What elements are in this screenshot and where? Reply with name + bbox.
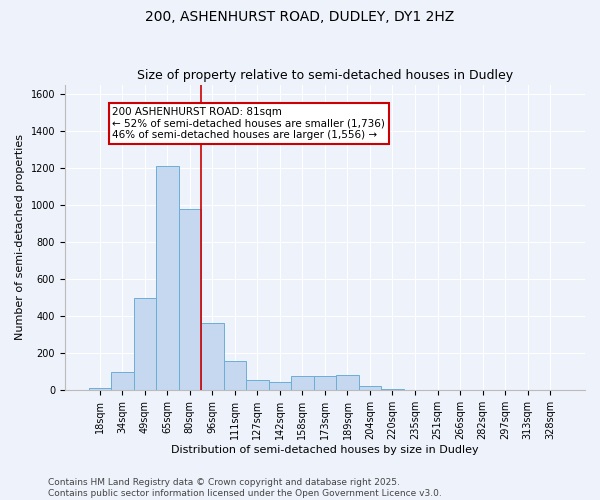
Bar: [179, 208, 201, 390]
Bar: [291, 376, 314, 390]
Bar: [111, 372, 134, 390]
Text: Contains HM Land Registry data © Crown copyright and database right 2025.
Contai: Contains HM Land Registry data © Crown c…: [48, 478, 442, 498]
Bar: [269, 382, 291, 390]
Bar: [134, 298, 156, 390]
Bar: [89, 388, 111, 390]
Bar: [246, 380, 269, 390]
Bar: [314, 376, 336, 390]
Bar: [381, 389, 404, 390]
Text: 200 ASHENHURST ROAD: 81sqm
← 52% of semi-detached houses are smaller (1,736)
46%: 200 ASHENHURST ROAD: 81sqm ← 52% of semi…: [112, 107, 385, 140]
Text: 200, ASHENHURST ROAD, DUDLEY, DY1 2HZ: 200, ASHENHURST ROAD, DUDLEY, DY1 2HZ: [145, 10, 455, 24]
Title: Size of property relative to semi-detached houses in Dudley: Size of property relative to semi-detach…: [137, 69, 513, 82]
Bar: [224, 360, 246, 390]
Bar: [201, 322, 224, 390]
Bar: [359, 386, 381, 390]
Y-axis label: Number of semi-detached properties: Number of semi-detached properties: [15, 134, 25, 340]
X-axis label: Distribution of semi-detached houses by size in Dudley: Distribution of semi-detached houses by …: [171, 445, 479, 455]
Bar: [336, 374, 359, 390]
Bar: [156, 166, 179, 390]
